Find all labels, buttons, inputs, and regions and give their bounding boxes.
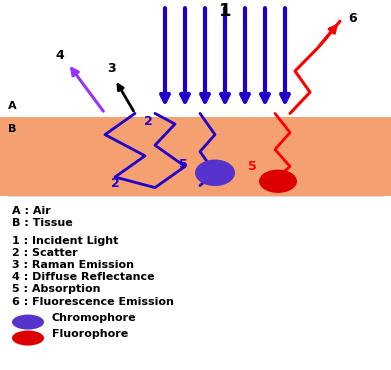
Text: 5: 5 [179, 158, 187, 171]
Text: 1 : Incident Light: 1 : Incident Light [12, 236, 118, 246]
Ellipse shape [12, 330, 44, 346]
Text: 2 : Scatter: 2 : Scatter [12, 248, 78, 258]
Text: A: A [8, 101, 17, 111]
Text: B: B [8, 124, 16, 134]
Text: 4: 4 [56, 48, 65, 62]
Text: 3 : Raman Emission: 3 : Raman Emission [12, 260, 134, 270]
Text: 5: 5 [248, 160, 256, 173]
Bar [0, 117, 391, 196]
Ellipse shape [12, 314, 44, 330]
Text: 4 : Diffuse Reflectance: 4 : Diffuse Reflectance [12, 272, 154, 282]
Text: 6 : Fluorescence Emission: 6 : Fluorescence Emission [12, 297, 174, 307]
Text: 5 : Absorption: 5 : Absorption [12, 285, 100, 295]
Text: 3: 3 [108, 63, 116, 75]
Text: Fluorophore: Fluorophore [52, 329, 128, 339]
Text: 1: 1 [219, 2, 231, 20]
Ellipse shape [195, 159, 235, 186]
Text: B : Tissue: B : Tissue [12, 218, 73, 228]
Text: 2: 2 [111, 177, 119, 190]
Text: A : Air: A : Air [12, 205, 51, 215]
Text: 2: 2 [143, 115, 152, 128]
Ellipse shape [259, 169, 297, 193]
Text: Chromophore: Chromophore [52, 313, 136, 323]
Text: 6: 6 [348, 11, 357, 24]
